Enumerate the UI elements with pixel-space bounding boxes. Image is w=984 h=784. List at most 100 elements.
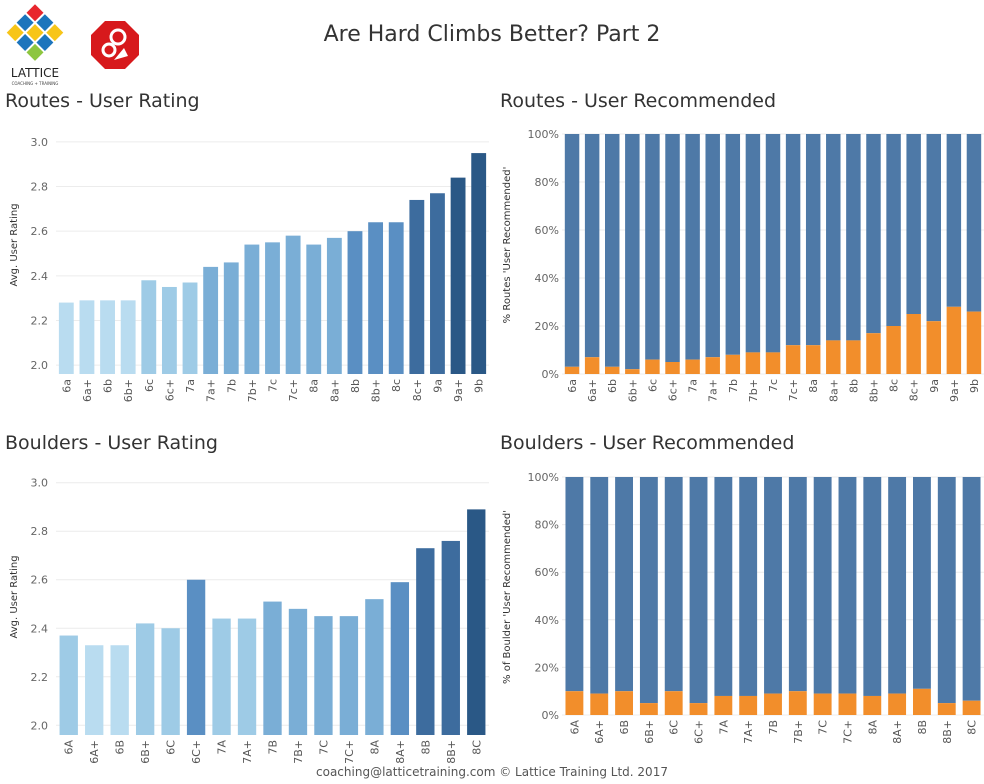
bar-not-recommended	[913, 477, 931, 689]
bar	[285, 235, 301, 374]
x-tick-label: 7B+	[292, 740, 305, 764]
x-tick-label: 8a	[807, 379, 820, 393]
x-tick-label: 6B+	[643, 720, 656, 744]
x-tick-label: 9b	[968, 379, 981, 393]
bar-not-recommended	[739, 477, 758, 696]
y-tick-label: 2.0	[31, 719, 49, 732]
y-tick-label: 2.2	[31, 671, 49, 684]
bar	[326, 237, 342, 374]
lattice-diamond-icon: LATTICE COACHING + TRAINING	[6, 4, 64, 86]
x-tick-label: 8b+	[867, 379, 880, 402]
x-tick-label: 9a+	[948, 379, 961, 402]
bar-recommended	[665, 362, 680, 374]
bar	[409, 199, 425, 374]
bar-recommended	[714, 695, 733, 715]
x-tick-label: 6B	[114, 740, 127, 755]
lattice-logo: LATTICE COACHING + TRAINING	[4, 4, 66, 86]
bar-not-recommended	[906, 134, 921, 314]
bar-recommended	[705, 357, 720, 374]
x-tick-label: 7C	[817, 720, 830, 735]
y-tick-label: 60%	[535, 566, 559, 579]
x-tick-label: 6A	[568, 720, 581, 735]
bar	[306, 244, 322, 374]
y-axis-title: % of Boulder 'User Recommended'	[502, 510, 513, 684]
y-tick-label: 2.6	[31, 225, 49, 238]
y-axis-title: Avg. User Rating	[9, 555, 20, 638]
bar-not-recommended	[785, 134, 801, 346]
bar-not-recommended	[863, 477, 882, 696]
bar	[182, 282, 198, 374]
bar-recommended	[906, 314, 921, 374]
bar	[314, 616, 333, 735]
y-tick-label: 2.8	[31, 525, 49, 538]
y-tick-label: 2.8	[31, 181, 49, 194]
x-tick-label: 6b	[102, 379, 115, 393]
bar-recommended	[590, 693, 609, 715]
x-tick-label: 8c+	[411, 379, 424, 401]
y-tick-label: 100%	[528, 128, 559, 141]
y-tick-label: 20%	[535, 661, 559, 674]
bar-not-recommended	[664, 477, 683, 692]
y-tick-label: 2.6	[31, 574, 49, 587]
routes-rating-chart: 2.0 2.2 2.4 2.6 2.8 3.0 Avg. User Rating 6a 6a+ 6…	[9, 136, 489, 402]
x-tick-label: 8A+	[891, 720, 904, 744]
bar-recommended	[826, 340, 841, 374]
x-tick-label: 8A	[866, 720, 879, 735]
bar	[85, 645, 104, 735]
x-tick-label: 6b	[606, 379, 619, 393]
y-tick-label: 0%	[542, 368, 559, 381]
x-tick-label: 7A	[717, 720, 730, 735]
x-tick-label: 6C+	[693, 720, 706, 744]
bar-not-recommended	[645, 134, 660, 360]
routes-rating-title: Routes - User Rating	[5, 90, 200, 112]
x-tick-label: 7C	[317, 740, 330, 755]
bar-recommended	[615, 691, 633, 715]
bar-recommended	[685, 359, 700, 374]
boulders-rating-chart: 2.0 2.2 2.4 2.6 2.8 3.0 Avg. User Rating 6A 6A+ 6…	[9, 477, 489, 764]
x-tick-label: 7a+	[707, 379, 720, 402]
x-tick-label: 6B+	[139, 740, 152, 764]
bar-recommended	[805, 345, 821, 374]
x-tick-label: 8B	[419, 740, 432, 755]
x-tick-label: 7a	[184, 379, 197, 393]
bar-not-recommended	[826, 134, 841, 341]
x-tick-label: 6a+	[81, 379, 94, 402]
x-tick-label: 6B	[618, 720, 631, 735]
bar-recommended	[788, 691, 807, 715]
x-tick-label: 7A+	[742, 720, 755, 744]
x-tick-label: 9a+	[452, 379, 465, 402]
y-axis-title: Avg. User Rating	[9, 203, 20, 286]
y-tick-label: 100%	[528, 471, 559, 484]
y-tick-label: 2.0	[31, 359, 49, 372]
bar	[79, 300, 95, 374]
bar-not-recommended	[625, 134, 640, 370]
x-tick-label: 8B+	[445, 740, 458, 764]
bar-not-recommended	[813, 477, 832, 694]
bar-recommended	[745, 352, 761, 374]
bar	[365, 599, 384, 735]
bar-not-recommended	[765, 134, 781, 353]
x-tick-label: 7b+	[246, 379, 259, 402]
bar	[58, 302, 74, 374]
x-tick-label: 8B+	[941, 720, 954, 744]
bar-not-recommended	[886, 134, 901, 326]
bar	[203, 266, 219, 374]
x-tick-label: 9b	[473, 379, 486, 393]
bar	[100, 300, 115, 374]
y-tick-label: 3.0	[31, 477, 49, 490]
x-tick-label: 7c+	[787, 379, 800, 401]
bar-not-recommended	[565, 477, 584, 692]
bar-not-recommended	[584, 134, 600, 358]
x-tick-label: 8C	[966, 720, 979, 735]
bar-not-recommended	[605, 134, 620, 367]
boulders-rating-title: Boulders - User Rating	[5, 432, 218, 454]
y-tick-label: 0%	[542, 709, 559, 722]
bar-recommended	[937, 703, 956, 715]
bar-recommended	[863, 695, 882, 715]
bar	[161, 286, 177, 374]
x-tick-label: 7a	[687, 379, 700, 393]
bar-recommended	[846, 340, 861, 374]
x-tick-label: 7c	[767, 379, 780, 392]
bar-recommended	[946, 306, 962, 374]
bar	[471, 153, 487, 374]
